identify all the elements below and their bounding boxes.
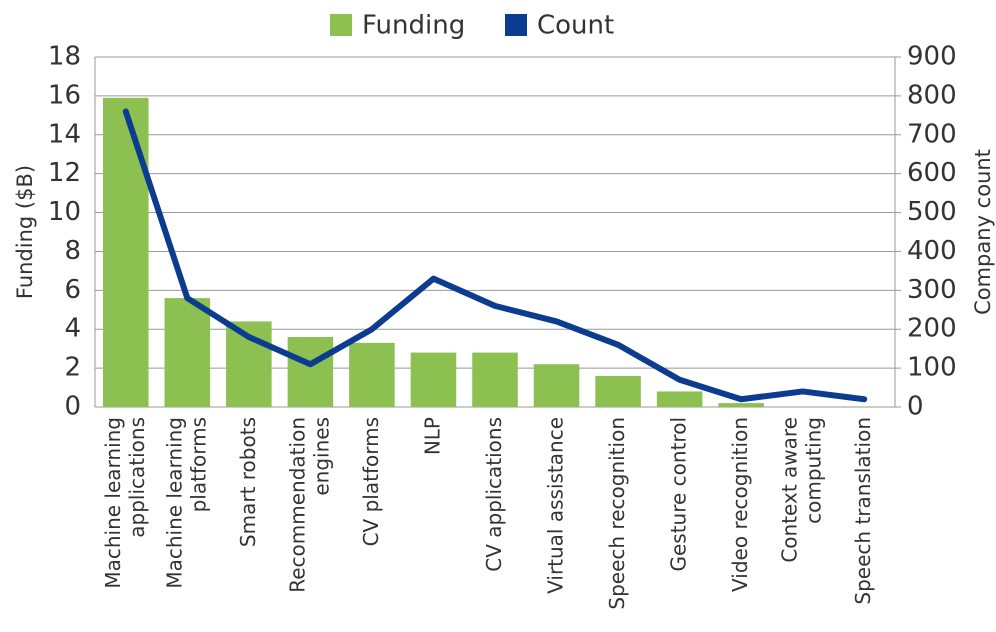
bar — [349, 342, 395, 407]
y2-tick-label: 0 — [907, 392, 924, 422]
x-tick-label: Machine learningapplications — [100, 417, 148, 589]
x-tick-label: Recommendationengines — [285, 417, 333, 593]
y2-tick-label: 700 — [907, 119, 957, 149]
y2-tick-label: 100 — [907, 353, 957, 383]
x-tick-label: Context awarecomputing — [777, 417, 825, 563]
x-tick-label: Video recognition — [728, 417, 752, 592]
y-tick-label: 8 — [64, 236, 81, 266]
bar — [103, 97, 149, 407]
bar — [410, 352, 457, 407]
bar — [718, 403, 764, 407]
x-tick-label: Speech translation — [851, 417, 875, 605]
y2-tick-label: 800 — [907, 80, 957, 110]
y-tick-label: 14 — [48, 119, 81, 149]
y2-tick-label: 200 — [907, 314, 957, 344]
line — [122, 108, 868, 403]
y2-tick-label: 400 — [907, 236, 957, 266]
x-tick-label: Gesture control — [666, 417, 690, 572]
y2-tick-label: 300 — [907, 275, 957, 305]
legend-label: Funding — [362, 11, 465, 41]
y-axis-title: Funding ($B) — [13, 165, 37, 299]
legend-swatch — [330, 14, 352, 36]
x-tick-label: NLP — [420, 417, 444, 455]
x-tick-label: Machine learningplatforms — [162, 417, 210, 589]
y-tick-label: 18 — [48, 42, 81, 72]
bar — [472, 352, 518, 407]
y-tick-label: 2 — [64, 353, 81, 383]
x-tick-label: CV platforms — [358, 417, 382, 546]
legend-swatch — [505, 14, 527, 36]
y-tick-label: 0 — [64, 392, 81, 422]
x-tick-label: Smart robots — [235, 417, 259, 547]
y-tick-label: 16 — [48, 80, 81, 110]
y2-axis-title: Company count — [971, 149, 995, 315]
y2-tick-label: 500 — [907, 197, 957, 227]
y-tick-label: 10 — [48, 197, 81, 227]
x-tick-label: Virtual assistance — [543, 417, 567, 594]
bar — [595, 375, 641, 407]
y2-tick-label: 900 — [907, 42, 957, 72]
y-tick-label: 12 — [48, 158, 81, 188]
y-tick-label: 6 — [64, 275, 81, 305]
bar — [164, 298, 211, 407]
bar — [287, 337, 334, 407]
x-tick-label: CV applications — [482, 417, 506, 572]
bar — [533, 364, 580, 407]
y2-tick-label: 600 — [907, 158, 957, 188]
bar — [656, 391, 703, 407]
legend-label: Count — [537, 11, 614, 41]
y-tick-label: 4 — [64, 314, 81, 344]
x-tick-label: Speech recognition — [605, 417, 629, 610]
